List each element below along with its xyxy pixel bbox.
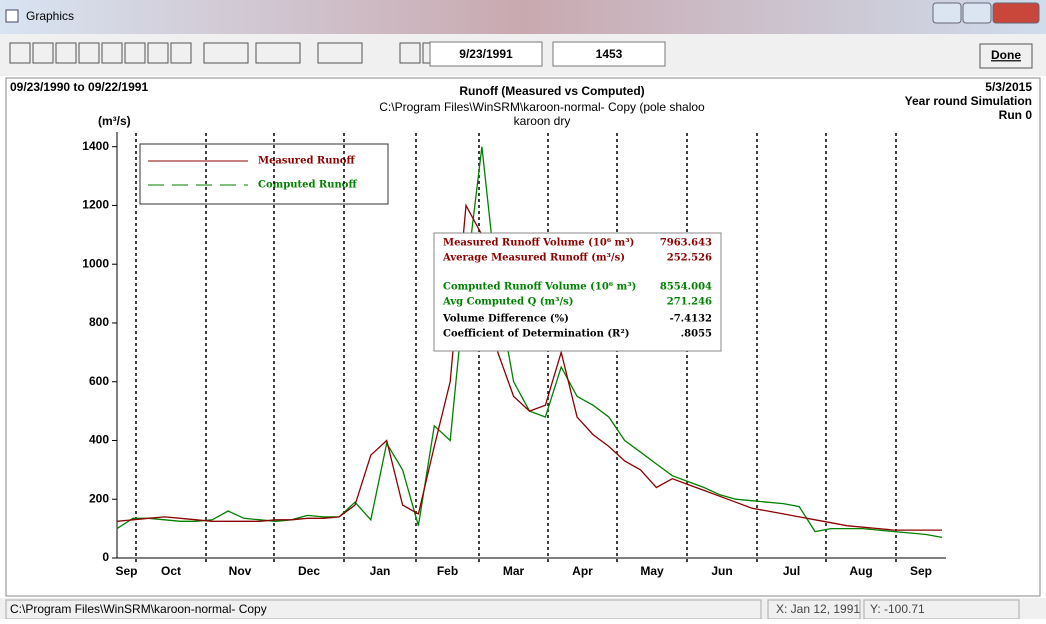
app-icon: [5, 9, 19, 23]
y-tick-label: 1200: [82, 198, 109, 212]
x-tick-label: Sep: [910, 564, 932, 578]
tool-button[interactable]: [9, 42, 31, 64]
count-value: 1453: [596, 47, 623, 61]
subtitle: C:\Program Files\WinSRM\karoon-normal- C…: [379, 100, 705, 114]
tool-button[interactable]: [78, 42, 100, 64]
run: Run 0: [999, 108, 1033, 122]
stats: Measured Runoff Volume (10⁶ m³) 7963.643 A…: [442, 238, 712, 340]
x-tick-label: Aug: [849, 564, 872, 578]
stat-label: Volume Difference (%): [442, 314, 569, 325]
done-button[interactable]: [979, 43, 1033, 69]
y-axis-label: (m³/s): [98, 114, 131, 128]
x-tick-label: Oct: [161, 564, 181, 578]
y-tick-label: 600: [89, 374, 109, 388]
x-tick-label: Jun: [711, 564, 732, 578]
plot: 0 200 400 600 800 1000 1200 1400 Sep Oct Nov Dec Jan…: [82, 132, 946, 578]
stat-label: Measured Runoff Volume (10⁶ m³): [443, 238, 634, 249]
run-date: 5/3/2015: [985, 80, 1032, 94]
status-path: C:\Program Files\WinSRM\karoon-normal- C…: [10, 602, 267, 616]
date-field[interactable]: [429, 41, 543, 67]
tool-button[interactable]: [124, 42, 146, 64]
close-button[interactable]: [992, 2, 1040, 24]
stat-value: 8554.004: [660, 282, 712, 293]
tool-button[interactable]: [203, 42, 249, 64]
tool-button[interactable]: [32, 42, 54, 64]
legend-label: Measured Runoff: [258, 156, 355, 167]
minimize-button[interactable]: [932, 2, 962, 24]
y-tick-label: 1400: [82, 139, 109, 153]
tool-button[interactable]: [399, 42, 421, 64]
stats-box: [433, 232, 722, 352]
y-tick-label: 400: [89, 433, 109, 447]
count-field[interactable]: [552, 41, 666, 67]
x-tick-label: Mar: [503, 564, 525, 578]
tool-button[interactable]: [147, 42, 169, 64]
stat-value: 271.246: [667, 297, 712, 308]
tool-button[interactable]: [170, 42, 192, 64]
x-tick-label: Apr: [572, 564, 593, 578]
y-tick-label: 0: [102, 550, 109, 564]
maximize-button[interactable]: [962, 2, 992, 24]
period: 09/23/1990 to 09/22/1991: [10, 80, 148, 94]
tool-button[interactable]: [101, 42, 123, 64]
title-bar: [0, 0, 1046, 34]
x-tick-label: Jan: [370, 564, 391, 578]
subtitle: karoon dry: [514, 114, 571, 128]
x-tick-label: Feb: [437, 564, 458, 578]
chart-title: Runoff (Measured vs Computed): [459, 84, 644, 98]
legend-label: Computed Runoff: [258, 180, 357, 191]
stat-label: Average Measured Runoff (m³/s): [442, 253, 625, 264]
x-tick-label: Sep: [115, 564, 137, 578]
stat-value: .8055: [681, 329, 712, 340]
stat-value: -7.4132: [670, 314, 712, 325]
stat-label: Coefficient of Determination (R²): [443, 329, 629, 340]
x-tick-label: May: [640, 564, 664, 578]
tool-button[interactable]: [55, 42, 77, 64]
x-tick-label: Jul: [783, 564, 800, 578]
y-tick-label: 1000: [82, 256, 109, 270]
stat-label: Computed Runoff Volume (10⁶ m³): [443, 282, 636, 293]
stat-value: 252.526: [667, 253, 712, 264]
mode: Year round Simulation: [905, 94, 1032, 108]
done-label: Done: [991, 48, 1021, 62]
status-y: Y: -100.71: [870, 602, 925, 616]
status-x: X: Jan 12, 1991: [776, 602, 860, 616]
date-value: 9/23/1991: [459, 47, 513, 61]
window-title: Graphics: [26, 9, 74, 23]
stat-label: Avg Computed Q (m³/s): [442, 297, 573, 308]
toolbar-buttons: [9, 42, 453, 64]
y-tick-label: 200: [89, 491, 109, 505]
x-tick-label: Dec: [298, 564, 320, 578]
status-bar: [0, 598, 1046, 619]
y-tick-label: 800: [89, 315, 109, 329]
stat-value: 7963.643: [660, 238, 712, 249]
tool-button[interactable]: [317, 42, 363, 64]
tool-button[interactable]: [255, 42, 301, 64]
runoff-line: [116, 203, 942, 531]
x-tick-label: Nov: [229, 564, 252, 578]
legend: [139, 143, 389, 205]
